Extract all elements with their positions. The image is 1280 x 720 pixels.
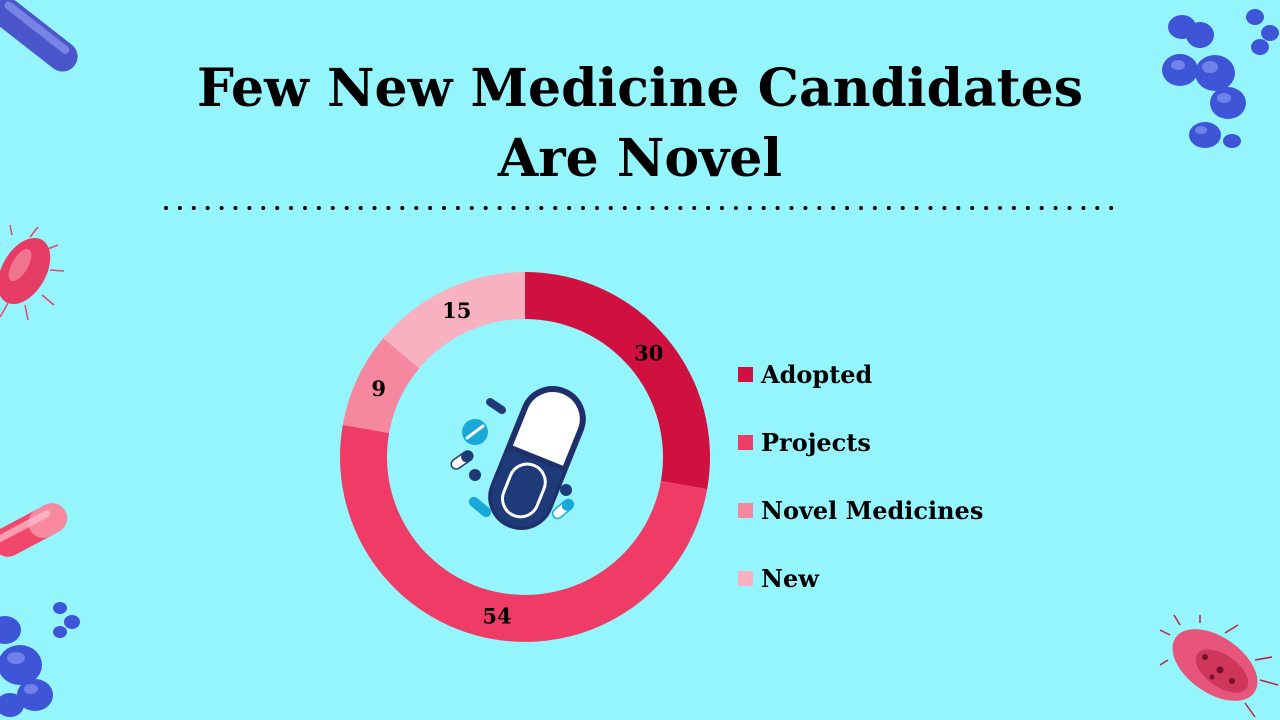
data-label-new: 15 — [442, 298, 471, 323]
bacteria-cluster-top-right-icon — [1162, 9, 1279, 148]
legend-label: Adopted — [761, 359, 873, 389]
donut-chart: 30 54 9 15 — [340, 272, 710, 642]
legend-item-new: New — [738, 561, 983, 595]
chart-data-labels: 30 54 9 15 — [371, 298, 663, 628]
legend-label: Novel Medicines — [761, 495, 984, 525]
data-label-projects: 54 — [482, 604, 511, 629]
chart-legend: Adopted Projects Novel Medicines New — [738, 357, 983, 629]
bacterium-bottom-right-icon — [1159, 614, 1279, 718]
legend-item-novel-medicines: Novel Medicines — [738, 493, 983, 527]
legend-label: Projects — [761, 427, 871, 457]
pill-capsule-icon — [450, 386, 586, 530]
bacteria-cluster-bottom-left-icon — [0, 602, 80, 717]
title-line-1: Few New Medicine Candidates — [196, 58, 1084, 119]
legend-swatch — [738, 434, 753, 450]
donut-slice-projects — [340, 424, 708, 642]
bacterium-left-icon — [0, 224, 65, 321]
legend-item-projects: Projects — [738, 425, 983, 459]
legend-swatch — [738, 366, 753, 382]
donut-slice-adopted — [525, 272, 710, 490]
donut-slice-novel-medicines — [342, 338, 420, 434]
legend-swatch — [738, 570, 753, 586]
donut-slice-new — [383, 272, 525, 369]
slide-title: Few New Medicine Candidates Are Novel — [140, 54, 1140, 194]
legend-item-adopted: Adopted — [738, 357, 983, 391]
legend-swatch — [738, 502, 753, 518]
legend-label: New — [761, 563, 819, 593]
title-line-2: Are Novel — [497, 128, 783, 189]
capsule-decoration-top-left-icon — [0, 0, 78, 72]
dotted-divider — [164, 206, 1117, 210]
data-label-adopted: 30 — [634, 341, 663, 366]
data-label-novel-medicines: 9 — [371, 376, 386, 401]
chart-slices — [340, 272, 710, 642]
capsule-decoration-left-icon — [0, 503, 68, 557]
